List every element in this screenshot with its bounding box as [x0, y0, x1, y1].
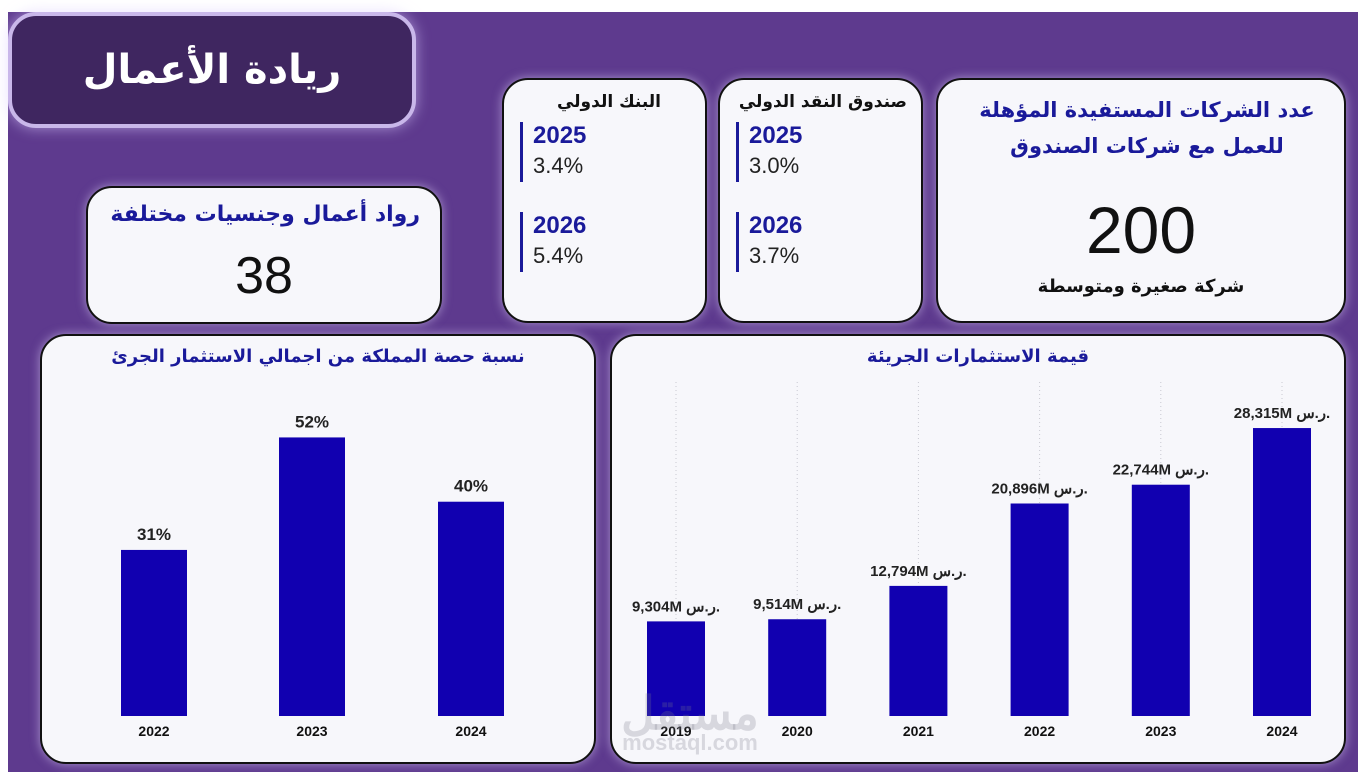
watermark-latin: mostaql.com	[622, 730, 758, 755]
imf-rate-2026: 2026 3.7%	[736, 212, 802, 272]
data-label-2019: 9,304M ر.س.	[632, 598, 720, 615]
bar-2023	[279, 437, 345, 716]
bar-2023	[1131, 484, 1190, 716]
data-label-2022: 31%	[137, 525, 171, 544]
kingdom-share-bar-chart: 31% 2022 52% 2023 40% 2024	[121, 412, 504, 739]
dashboard-canvas: ريادة الأعمال رواد أعمال وجنسيات مختلفة …	[8, 12, 1358, 772]
x-tick-2024: 2024	[1266, 723, 1297, 739]
entrepreneurs-label: رواد أعمال وجنسيات مختلفة	[110, 202, 420, 227]
bar-2022	[1010, 503, 1069, 716]
bar-2019	[647, 621, 705, 716]
rate-value: 3.4%	[533, 153, 584, 178]
x-tick-2019: 2019	[660, 723, 691, 739]
venture-investment-chart-card: قيمة الاستثمارات الجريئة 9,304M ر.س. 2019…	[610, 334, 1346, 764]
entrepreneurs-card: رواد أعمال وجنسيات مختلفة 38	[86, 186, 442, 324]
rate-year: 2026	[533, 212, 587, 239]
data-label-2024: 40%	[454, 477, 488, 496]
venture-investment-bar-chart: 9,304M ر.س. 2019 9,514M ر.س. 2020 12,794M ر.…	[632, 382, 1330, 739]
bar-2022	[121, 549, 187, 716]
companies-card: عدد الشركات المستفيدة المؤهلة للعمل مع ش…	[936, 78, 1346, 323]
imf-rate-2025: 2025 3.0%	[736, 122, 802, 182]
rate-value: 3.7%	[749, 243, 800, 268]
companies-title: عدد الشركات المستفيدة المؤهلة للعمل مع ش…	[979, 98, 1315, 158]
world-bank-rate-2026: 2026 5.4%	[520, 212, 586, 272]
imf-card: صندوق النقد الدولي 2025 3.0% 2026 3.7%	[718, 78, 923, 323]
data-label-2023: 22,744M ر.س.	[1113, 462, 1209, 479]
bar-2024	[438, 501, 504, 716]
rate-year: 2025	[749, 122, 803, 149]
data-label-2022: 20,896M ر.س.	[991, 480, 1087, 497]
companies-subtitle: شركة صغيرة ومتوسطة	[1037, 276, 1245, 297]
data-label-2024: 28,315M ر.س.	[1234, 405, 1330, 422]
data-label-2023: 52%	[295, 412, 329, 431]
x-tick-2021: 2021	[903, 723, 934, 739]
world-bank-rate-2025: 2025 3.4%	[520, 122, 586, 182]
x-tick-2020: 2020	[782, 723, 813, 739]
rate-value: 3.0%	[749, 153, 800, 178]
imf-title: صندوق النقد الدولي	[738, 92, 907, 112]
x-tick-2024: 2024	[455, 723, 486, 739]
watermark: مستقل mostaql.com	[600, 690, 780, 754]
world-bank-title: البنك الدولي	[556, 92, 661, 112]
world-bank-card: البنك الدولي 2025 3.4% 2026 5.4%	[502, 78, 707, 323]
x-tick-2022: 2022	[1024, 723, 1055, 739]
rate-year: 2026	[749, 212, 803, 239]
bar-2021	[889, 585, 948, 716]
entrepreneurs-value: 38	[235, 247, 293, 305]
x-tick-2022: 2022	[138, 723, 169, 739]
data-label-2020: 9,514M ر.س.	[753, 596, 841, 613]
watermark-arabic: مستقل	[621, 687, 759, 739]
chart-title: نسبة حصة المملكة من اجمالي الاستثمار الج…	[111, 346, 525, 367]
x-tick-2023: 2023	[1145, 723, 1176, 739]
rate-year: 2025	[533, 122, 587, 149]
title-banner: ريادة الأعمال	[8, 12, 416, 128]
page-title: ريادة الأعمال	[82, 47, 342, 93]
data-label-2021: 12,794M ر.س.	[870, 563, 966, 580]
x-tick-2023: 2023	[296, 723, 327, 739]
companies-value: 200	[1085, 193, 1197, 267]
kingdom-share-chart-card: نسبة حصة المملكة من اجمالي الاستثمار الج…	[40, 334, 596, 764]
rate-value: 5.4%	[533, 243, 584, 268]
bar-2020	[768, 619, 827, 716]
chart-title: قيمة الاستثمارات الجريئة	[866, 346, 1090, 367]
bar-2024	[1253, 428, 1311, 716]
